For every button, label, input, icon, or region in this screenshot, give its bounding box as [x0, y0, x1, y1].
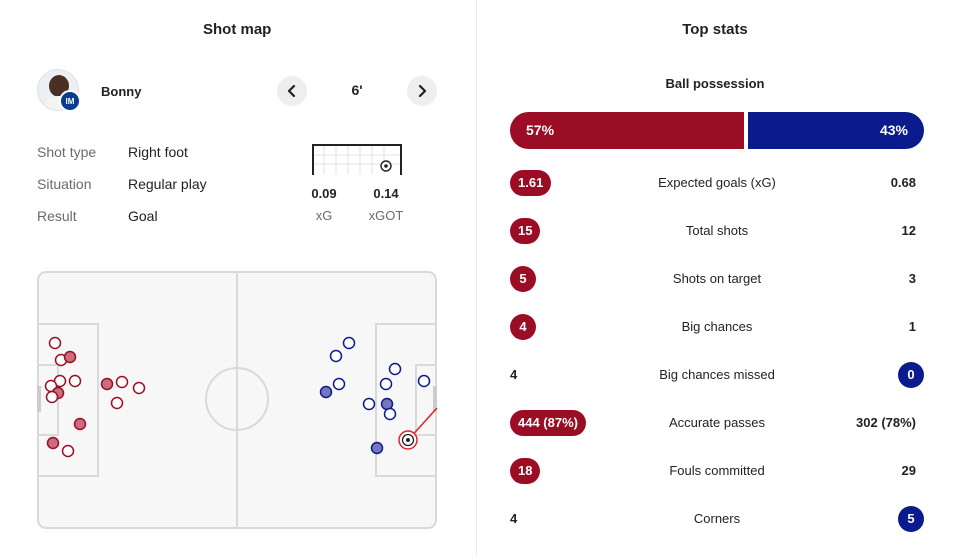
stat-away-value: 0 — [898, 362, 924, 388]
possession-label: Ball possession — [665, 76, 765, 91]
stat-name: Big chances — [681, 319, 753, 334]
stat-away-value: 1 — [908, 319, 916, 334]
goal-frame-icon — [312, 144, 402, 175]
possession-away: 43% — [748, 112, 924, 149]
stat-home-value: 15 — [510, 218, 541, 244]
xg-value: 0.09 — [311, 186, 337, 201]
shot-marker — [342, 336, 356, 350]
stat-row-shots-on-target: 5 Shots on target 3 — [510, 266, 924, 292]
stat-home-value: 4 — [510, 511, 518, 526]
shot-type-value: Right foot — [128, 144, 188, 160]
shot-map-panel: Shot map IM Bonny 6' Shot type Right foo… — [0, 0, 476, 556]
shot-marker — [45, 390, 59, 404]
shot-marker — [115, 375, 129, 389]
stat-home-value: 4 — [510, 314, 536, 340]
stat-name: Fouls committed — [669, 463, 765, 478]
stat-home-value: 1.61 — [510, 170, 552, 196]
shot-marker — [73, 417, 87, 431]
shot-marker — [362, 397, 376, 411]
stat-row-big-chances-missed: 4 Big chances missed 0 — [510, 362, 924, 388]
stat-home-value: 18 — [510, 458, 541, 484]
shot-marker — [46, 436, 60, 450]
stat-home-value: 5 — [510, 266, 536, 292]
stat-name: Expected goals (xG) — [658, 175, 776, 190]
result-label: Result — [37, 208, 77, 224]
shot-marker — [379, 377, 393, 391]
stat-name: Accurate passes — [668, 415, 766, 430]
stat-row-big-chances: 4 Big chances 1 — [510, 314, 924, 340]
stat-away-value: 5 — [898, 506, 924, 532]
stat-away-value: 12 — [901, 223, 916, 238]
stat-name: Corners — [693, 511, 741, 526]
stat-name: Total shots — [685, 223, 749, 238]
shot-minute: 6' — [351, 82, 363, 98]
stat-away-value: 0.68 — [890, 175, 916, 190]
xg-label: xG — [315, 208, 333, 223]
shot-marker — [68, 374, 82, 388]
possession-bar: 57% 43% — [510, 112, 924, 149]
result-value: Goal — [128, 208, 158, 224]
shot-marker — [383, 407, 397, 421]
stat-away-value: 302 (78%) — [856, 415, 916, 430]
shot-marker — [132, 381, 146, 395]
panel-divider — [476, 0, 477, 556]
shot-marker — [417, 374, 431, 388]
stat-row-total-shots: 15 Total shots 12 — [510, 218, 924, 244]
shot-marker — [319, 385, 333, 399]
stat-row-corners: 4 Corners 5 — [510, 506, 924, 532]
shot-marker — [100, 377, 114, 391]
shot-marker — [48, 336, 62, 350]
shot-marker — [332, 377, 346, 391]
situation-label: Situation — [37, 176, 92, 192]
stat-home-value: 4 — [510, 367, 518, 382]
previous-shot-button[interactable] — [277, 76, 307, 106]
shot-marker — [329, 349, 343, 363]
shot-marker — [110, 396, 124, 410]
shot-marker — [63, 350, 77, 364]
stat-name: Big chances missed — [659, 367, 775, 382]
shot-marker — [388, 362, 402, 376]
stat-row-expected-goals: 1.61 Expected goals (xG) 0.68 — [510, 170, 924, 196]
club-badge-icon: IM — [59, 90, 81, 112]
xgot-value: 0.14 — [373, 186, 399, 201]
situation-value: Regular play — [128, 176, 207, 192]
chevron-left-icon — [287, 85, 296, 97]
chevron-right-icon — [418, 85, 427, 97]
xgot-label: xGOT — [368, 208, 404, 223]
stat-away-value: 3 — [908, 271, 916, 286]
stat-home-value: 444 (87%) — [510, 410, 586, 436]
top-stats-title: Top stats — [682, 21, 748, 38]
shot-marker — [370, 441, 384, 455]
shot-type-label: Shot type — [37, 144, 97, 160]
shot-marker — [61, 444, 75, 458]
possession-home: 57% — [510, 112, 744, 149]
top-stats-panel: Top stats Ball possession 57% 43% 1.61 E… — [477, 0, 953, 556]
stat-away-value: 29 — [901, 463, 916, 478]
shot-map-title: Shot map — [203, 21, 272, 38]
stat-name: Shots on target — [672, 271, 762, 286]
stat-row-accurate-passes: 444 (87%) Accurate passes 302 (78%) — [510, 410, 924, 436]
pitch-diagram — [37, 271, 437, 529]
player-name[interactable]: Bonny — [101, 84, 142, 99]
next-shot-button[interactable] — [407, 76, 437, 106]
stat-row-fouls-committed: 18 Fouls committed 29 — [510, 458, 924, 484]
